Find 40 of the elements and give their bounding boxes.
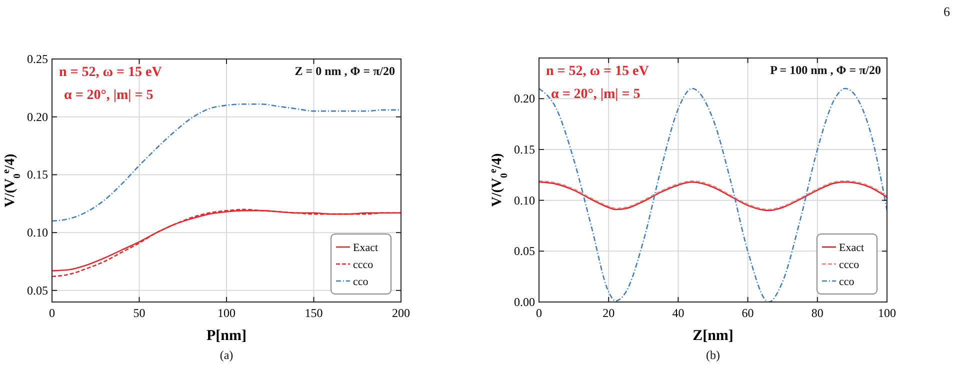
y-tick-label: 0.05 [514,244,535,258]
legend-label: Exact [839,242,864,254]
text: (b) [706,348,720,362]
y-tick-label: 0.15 [27,168,48,182]
annotation: α = 20°, |m| = 5 [64,88,154,103]
annotation: Z = 0 nm , Φ = π/20 [294,64,395,78]
legend-label: cco [839,276,855,288]
y-tick-label: 0.25 [27,52,48,66]
x-tick-label: 150 [304,306,323,320]
legend-label: Exact [353,242,378,254]
text: 6 [944,4,950,19]
x-tick-label: 200 [392,306,410,320]
y-tick-label: 0.20 [514,92,535,106]
y-tick-label: 0.00 [514,295,535,309]
x-tick-label: 20 [602,306,615,320]
legend-label: ccco [839,259,860,271]
x-tick-label: 0 [49,306,55,320]
legend-label: ccco [353,259,374,271]
x-tick-label: 60 [742,306,754,320]
x-tick-label: 40 [672,306,684,320]
annotation: P = 100 nm , Φ = π/20 [770,63,881,77]
line-series [539,88,887,302]
y-tick-label: 0.20 [27,110,48,124]
x-tick-label: 50 [133,306,146,320]
x-tick-label: 100 [878,306,896,320]
x-axis-title: P[nm] [206,328,246,344]
y-tick-label: 0.15 [514,142,535,156]
legend-label: cco [353,276,369,288]
y-tick-label: 0.10 [27,226,48,240]
y-tick-label: 0.10 [514,193,535,208]
x-tick-label: 80 [811,306,824,320]
annotation: α = 20°, |m| = 5 [551,87,640,102]
text: (a) [220,348,234,362]
y-tick-label: 0.05 [27,283,48,298]
x-tick-label: 0 [536,306,542,320]
x-axis-title: Z[nm] [692,328,734,344]
x-tick-label: 100 [218,306,236,320]
annotation: n = 52, ω = 15 eV [546,64,649,79]
annotation: n = 52, ω = 15 eV [59,65,162,80]
line-series [52,103,401,222]
